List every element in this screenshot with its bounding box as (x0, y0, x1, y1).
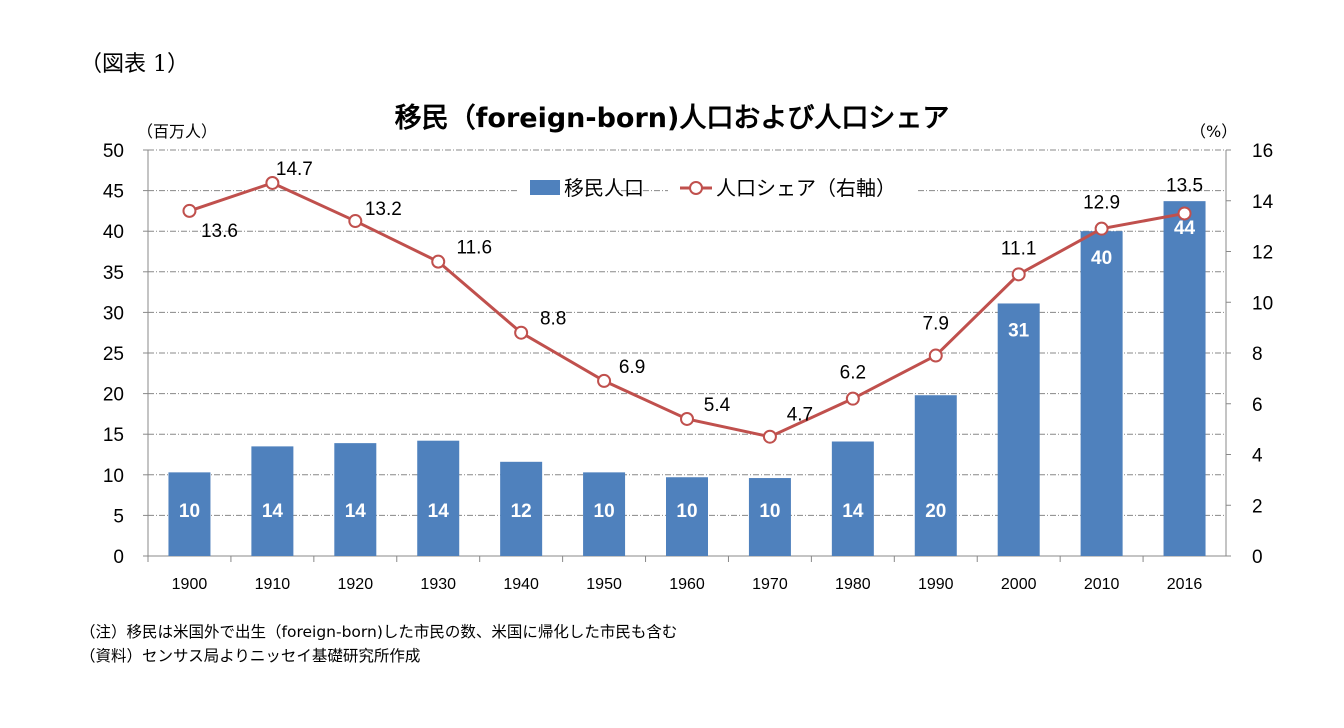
legend-bar-label: 移民人口 (564, 177, 644, 200)
share-marker (182, 203, 197, 218)
left-tick-label: 20 (103, 385, 124, 406)
share-marker (928, 348, 943, 363)
x-tick-label: 1910 (255, 576, 291, 593)
right-tick-label: 4 (1252, 446, 1263, 467)
share-marker (680, 411, 694, 426)
share-marker (1094, 221, 1109, 236)
right-axis-unit: （%） (1190, 122, 1238, 141)
share-data-label: 6.2 (840, 363, 866, 384)
bar-data-label: 31 (1008, 320, 1030, 341)
bar (500, 461, 543, 556)
share-marker (1011, 267, 1026, 282)
bar (997, 303, 1040, 556)
bar-data-label: 14 (842, 501, 864, 522)
share-data-label: 12.9 (1083, 193, 1120, 214)
source-line: （資料）センサス局よりニッセイ基礎研究所作成 (80, 647, 421, 665)
share-data-label: 4.7 (787, 405, 813, 426)
x-tick-label: 1930 (420, 576, 456, 593)
bar-data-label: 10 (759, 501, 780, 522)
bar-data-label: 14 (345, 501, 367, 522)
share-marker (348, 214, 363, 229)
left-axis-unit: （百万人） (137, 122, 218, 141)
left-tick-label: 25 (103, 344, 124, 365)
share-data-label: 13.2 (365, 199, 402, 220)
x-tick-label: 1900 (172, 576, 208, 593)
bar-data-label: 44 (1174, 218, 1196, 239)
right-tick-label: 14 (1252, 192, 1274, 213)
x-tick-label: 1990 (918, 576, 954, 593)
legend-bar-swatch (530, 180, 560, 195)
share-data-label: 7.9 (923, 314, 949, 335)
right-tick-label: 16 (1252, 141, 1273, 162)
left-tick-label: 50 (103, 141, 124, 162)
figure-label: （図表 1） (80, 52, 189, 77)
right-tick-label: 6 (1252, 395, 1263, 416)
bar-data-label: 40 (1091, 248, 1112, 269)
share-data-label: 13.6 (201, 221, 238, 242)
x-tick-label: 1980 (835, 576, 871, 593)
bar (831, 441, 874, 556)
bar (251, 446, 294, 556)
bar (334, 443, 377, 556)
x-tick-label: 2010 (1084, 576, 1120, 593)
x-tick-label: 1950 (586, 576, 622, 593)
x-tick-label: 1970 (752, 576, 788, 593)
bar (914, 395, 957, 556)
bar (666, 477, 708, 556)
x-tick-label: 1940 (503, 576, 539, 593)
bar-data-label: 12 (511, 501, 532, 522)
left-tick-label: 35 (103, 263, 124, 284)
left-tick-label: 40 (103, 222, 124, 243)
share-marker (514, 325, 529, 340)
x-tick-label: 2000 (1001, 576, 1037, 593)
chart-title: 移民（foreign-born)人口および人口シェア (394, 103, 950, 134)
share-marker (845, 391, 860, 406)
notes: （注）移民は米国外で出生（foreign-born)した市民の数、米国に帰化した… (80, 620, 677, 668)
left-tick-label: 5 (113, 506, 124, 527)
share-marker (762, 429, 777, 444)
right-tick-label: 2 (1252, 496, 1263, 517)
left-tick-label: 0 (113, 547, 124, 568)
bar (1163, 201, 1206, 556)
left-tick-label: 10 (103, 466, 124, 487)
share-marker (431, 254, 446, 269)
bar (748, 478, 791, 556)
share-marker (597, 373, 612, 388)
right-tick-label: 8 (1252, 344, 1263, 365)
share-marker (1177, 206, 1192, 221)
bar-data-label: 14 (428, 501, 450, 522)
left-tick-label: 45 (103, 182, 124, 203)
right-tick-label: 0 (1252, 547, 1263, 568)
share-data-label: 5.4 (704, 395, 731, 416)
bar (168, 472, 211, 556)
legend-line-marker (689, 181, 703, 195)
share-data-label: 13.5 (1166, 175, 1203, 196)
left-tick-label: 15 (103, 425, 124, 446)
right-tick-label: 12 (1252, 243, 1273, 264)
share-data-label: 14.7 (276, 159, 313, 180)
bar-data-label: 14 (262, 501, 284, 522)
bar-data-label: 20 (925, 501, 946, 522)
share-data-label: 8.8 (540, 309, 566, 330)
bar-data-label: 10 (594, 501, 615, 522)
x-tick-label: 1960 (669, 576, 705, 593)
bar (417, 440, 460, 556)
bar (583, 472, 626, 556)
x-tick-label: 1920 (338, 576, 374, 593)
right-tick-label: 10 (1252, 293, 1273, 314)
share-data-label: 11.1 (1001, 238, 1037, 259)
share-data-label: 6.9 (619, 357, 645, 378)
share-marker (265, 175, 280, 190)
left-tick-label: 30 (103, 303, 124, 324)
x-tick-label: 2016 (1167, 576, 1203, 593)
bar (1080, 231, 1123, 556)
note-line: （注）移民は米国外で出生（foreign-born)した市民の数、米国に帰化した… (80, 623, 678, 641)
legend-line-label: 人口シェア（右軸） (716, 177, 896, 200)
bar-data-label: 10 (179, 501, 200, 522)
share-data-label: 11.6 (456, 238, 492, 259)
bar-data-label: 10 (676, 501, 697, 522)
